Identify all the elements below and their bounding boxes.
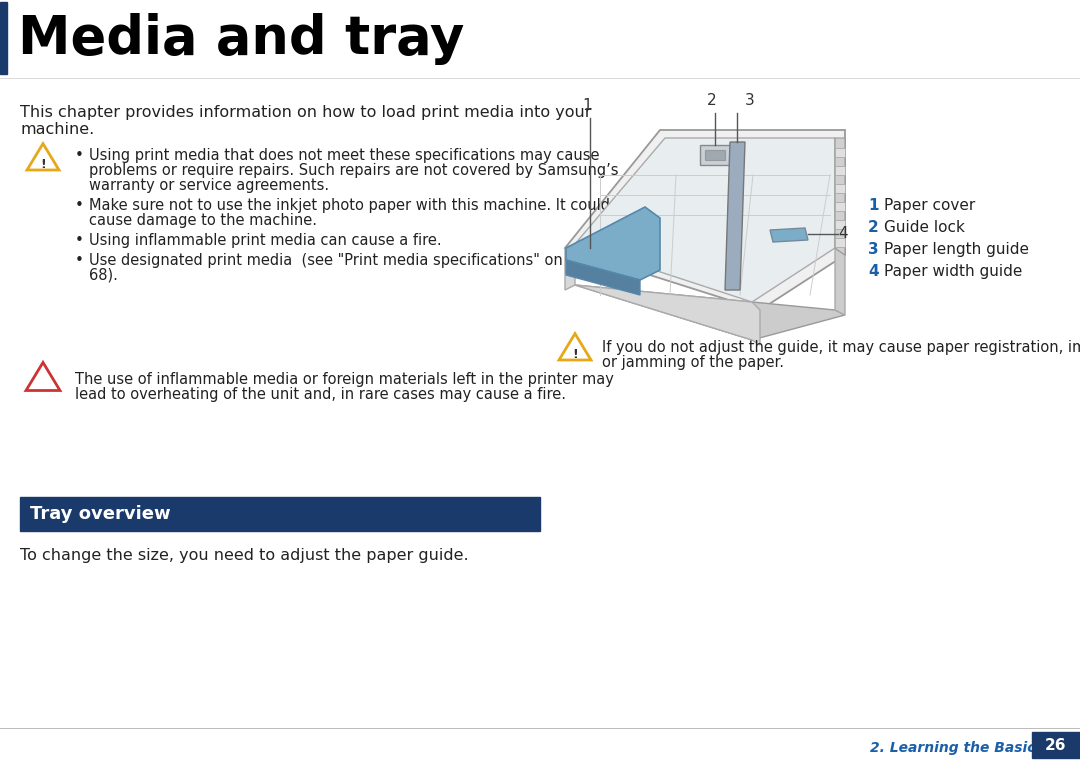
Text: This chapter provides information on how to load print media into your: This chapter provides information on how… [21, 105, 592, 120]
Text: Guide lock: Guide lock [885, 220, 964, 235]
Polygon shape [835, 238, 845, 247]
Text: or jamming of the paper.: or jamming of the paper. [602, 355, 784, 370]
Polygon shape [559, 333, 591, 360]
Text: •: • [75, 198, 84, 213]
Text: •: • [75, 148, 84, 163]
Text: lead to overheating of the unit and, in rare cases may cause a fire.: lead to overheating of the unit and, in … [75, 387, 566, 402]
Text: The use of inflammable media or foreign materials left in the printer may: The use of inflammable media or foreign … [75, 372, 613, 387]
Text: 2. Learning the Basic Usage: 2. Learning the Basic Usage [870, 741, 1080, 755]
Text: Paper length guide: Paper length guide [885, 242, 1029, 257]
Polygon shape [700, 145, 730, 165]
Polygon shape [725, 142, 745, 290]
Text: To change the size, you need to adjust the paper guide.: To change the size, you need to adjust t… [21, 548, 469, 563]
Text: Use designated print media  (see "Print media specifications" on page: Use designated print media (see "Print m… [89, 253, 604, 268]
Text: 3: 3 [868, 242, 879, 257]
Text: cause damage to the machine.: cause damage to the machine. [89, 213, 318, 228]
Text: !: ! [572, 349, 578, 362]
Text: 2: 2 [707, 93, 717, 108]
Text: problems or require repairs. Such repairs are not covered by Samsung’s: problems or require repairs. Such repair… [89, 163, 619, 178]
Text: Using print media that does not meet these specifications may cause: Using print media that does not meet the… [89, 148, 599, 163]
Polygon shape [770, 228, 808, 242]
Text: 26: 26 [1045, 738, 1067, 752]
Text: •: • [75, 233, 84, 248]
Text: Media and tray: Media and tray [18, 13, 464, 65]
Polygon shape [835, 184, 845, 193]
Polygon shape [26, 362, 60, 391]
Bar [21, 497, 540, 531]
Text: Using inflammable print media can cause a fire.: Using inflammable print media can cause … [89, 233, 442, 248]
Text: Paper cover: Paper cover [885, 198, 975, 213]
Polygon shape [835, 220, 845, 229]
Polygon shape [566, 260, 640, 295]
Polygon shape [705, 150, 725, 160]
Text: !: ! [40, 159, 45, 172]
Polygon shape [575, 285, 845, 340]
Polygon shape [566, 207, 660, 280]
Text: Make sure not to use the inkjet photo paper with this machine. It could: Make sure not to use the inkjet photo pa… [89, 198, 610, 213]
Text: warranty or service agreements.: warranty or service agreements. [89, 178, 329, 193]
Text: Paper width guide: Paper width guide [885, 264, 1023, 279]
Text: 1: 1 [868, 198, 878, 213]
Polygon shape [835, 202, 845, 211]
Polygon shape [27, 143, 59, 170]
Text: 4: 4 [838, 227, 848, 242]
Text: •: • [75, 253, 84, 268]
Polygon shape [565, 130, 845, 310]
Text: If you do not adjust the guide, it may cause paper registration, image skew,: If you do not adjust the guide, it may c… [602, 340, 1080, 355]
Polygon shape [575, 285, 760, 345]
Bar [0, 2, 6, 74]
Text: 68).: 68). [89, 268, 118, 283]
Polygon shape [575, 138, 835, 302]
Polygon shape [835, 138, 845, 255]
Polygon shape [835, 166, 845, 175]
Bar [1032, 732, 1080, 758]
Text: 3: 3 [745, 93, 755, 108]
Text: machine.: machine. [21, 122, 94, 137]
Text: 1: 1 [582, 98, 592, 113]
Text: 4: 4 [868, 264, 879, 279]
Text: 2: 2 [868, 220, 879, 235]
Text: Tray overview: Tray overview [30, 505, 171, 523]
Polygon shape [835, 148, 845, 157]
Polygon shape [835, 248, 845, 315]
Polygon shape [565, 244, 575, 290]
